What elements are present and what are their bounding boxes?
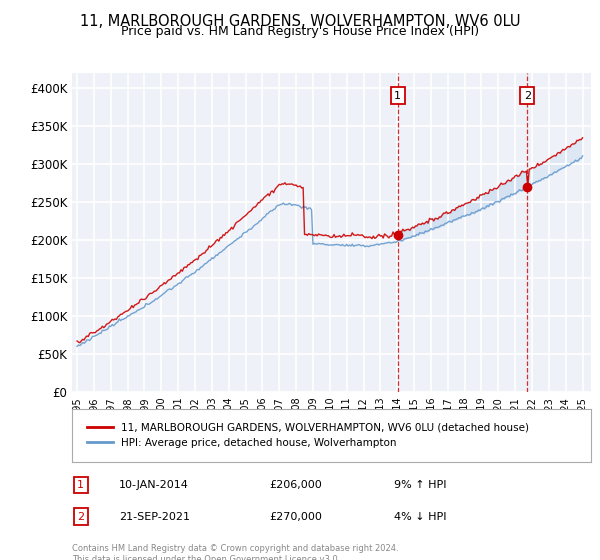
Text: 21-SEP-2021: 21-SEP-2021 [119, 512, 190, 521]
Text: £206,000: £206,000 [269, 480, 322, 490]
Text: 2: 2 [524, 91, 531, 101]
Text: 1: 1 [394, 91, 401, 101]
Text: £270,000: £270,000 [269, 512, 322, 521]
Text: 1: 1 [77, 480, 84, 490]
Text: 10-JAN-2014: 10-JAN-2014 [119, 480, 188, 490]
Text: 2: 2 [77, 512, 85, 521]
Text: Price paid vs. HM Land Registry's House Price Index (HPI): Price paid vs. HM Land Registry's House … [121, 25, 479, 38]
Text: 11, MARLBOROUGH GARDENS, WOLVERHAMPTON, WV6 0LU: 11, MARLBOROUGH GARDENS, WOLVERHAMPTON, … [80, 14, 520, 29]
Text: Contains HM Land Registry data © Crown copyright and database right 2024.
This d: Contains HM Land Registry data © Crown c… [72, 544, 398, 560]
Legend: 11, MARLBOROUGH GARDENS, WOLVERHAMPTON, WV6 0LU (detached house), HPI: Average p: 11, MARLBOROUGH GARDENS, WOLVERHAMPTON, … [82, 419, 533, 452]
Text: 9% ↑ HPI: 9% ↑ HPI [394, 480, 446, 490]
Text: 4% ↓ HPI: 4% ↓ HPI [394, 512, 446, 521]
